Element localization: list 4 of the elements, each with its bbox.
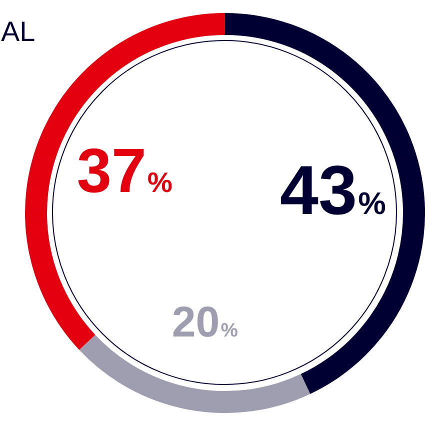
data-label: 20% <box>172 298 238 347</box>
data-label: 37% <box>76 136 172 206</box>
data-label: 43% <box>280 151 386 230</box>
chart-title: AL <box>1 16 36 48</box>
